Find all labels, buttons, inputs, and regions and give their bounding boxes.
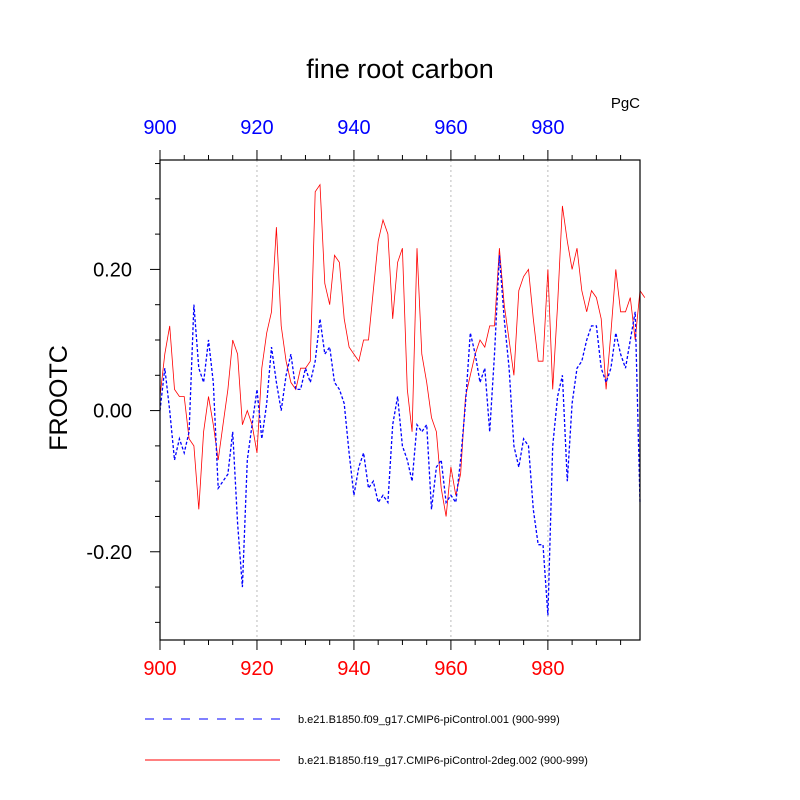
plot-frame (159, 159, 641, 641)
grid-lines (256, 160, 549, 640)
y-axis-label: FROOTC (45, 345, 73, 451)
series-layer (159, 183, 646, 616)
x-tick-label-top: 920 (240, 117, 273, 139)
chart-title: fine root carbon (306, 54, 494, 84)
axis-tick-labels: 900 900 920 920 940 940 960 960 980 980 0.20 0.00 -0… (86, 117, 564, 680)
x-tick-label-bottom: 960 (434, 658, 467, 680)
legend-label-red: b.e21.B1850.f19_g17.CMIP6-piControl-2deg… (298, 755, 588, 767)
legend: b.e21.B1850.f09_g17.CMIP6-piControl.001 … (145, 714, 588, 767)
y-tick-label: 0.20 (93, 259, 132, 281)
x-tick-label-top: 900 (143, 117, 176, 139)
legend-label-blue: b.e21.B1850.f09_g17.CMIP6-piControl.001 … (298, 714, 560, 726)
y-tick-label: 0.00 (93, 401, 132, 423)
units-label: PgC (611, 95, 640, 112)
x-tick-label-bottom: 940 (337, 658, 370, 680)
axis-ticks (150, 150, 622, 650)
x-tick-label-top: 960 (434, 117, 467, 139)
x-tick-label-bottom: 920 (240, 658, 273, 680)
x-tick-label-bottom: 900 (143, 658, 176, 680)
y-tick-label: -0.20 (86, 542, 132, 564)
series-line-red (159, 183, 646, 517)
x-tick-label-top: 980 (531, 117, 564, 139)
x-tick-label-top: 940 (337, 117, 370, 139)
series-line-blue (159, 255, 641, 616)
x-tick-label-bottom: 980 (531, 658, 564, 680)
